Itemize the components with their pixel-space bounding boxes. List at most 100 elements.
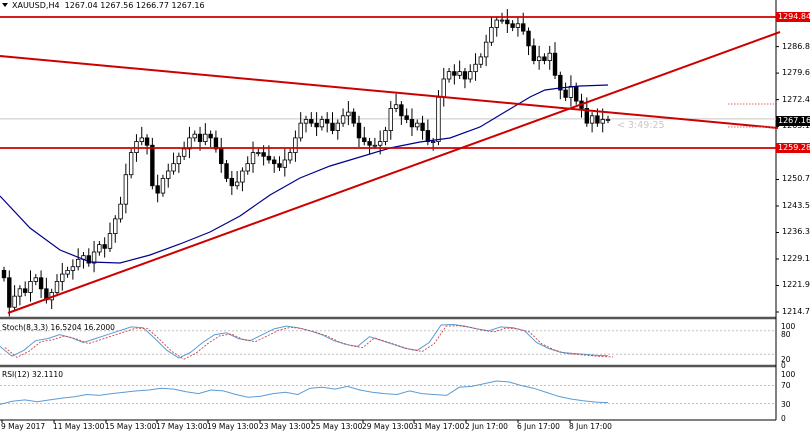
bull-candle	[499, 19, 505, 22]
bull-candle	[468, 71, 473, 80]
bear-candle	[155, 185, 160, 194]
bull-candle	[536, 56, 542, 61]
rsi-level-30: 30	[781, 400, 791, 409]
bear-candle	[420, 122, 425, 131]
bear-candle	[452, 71, 457, 76]
price-tick-label: 1236.30	[782, 227, 810, 237]
bear-candle	[7, 277, 12, 308]
time-tick-label: 8 Jun 17:00	[569, 422, 612, 431]
bear-candle	[552, 52, 558, 76]
bull-candle	[383, 130, 388, 142]
bull-candle	[372, 144, 378, 147]
bear-candle	[558, 74, 563, 91]
time-tick-label: 31 May 17:00	[413, 422, 465, 431]
bull-candle	[33, 277, 38, 282]
bull-candle	[134, 141, 139, 154]
rsi-line	[0, 380, 609, 405]
bull-candle	[335, 122, 340, 131]
bull-candle	[287, 152, 293, 161]
price-tick-label: 1272.40	[782, 94, 810, 104]
bear-candle	[1, 270, 7, 279]
bull-candle	[28, 281, 33, 293]
time-tick-label: 11 May 13:00	[53, 422, 105, 431]
bear-candle	[144, 137, 150, 146]
time-tick-label: 29 May 13:00	[362, 422, 414, 431]
bear-candle	[277, 163, 282, 168]
bull-candle	[139, 137, 144, 142]
dropdown-triangle-icon[interactable]	[2, 3, 8, 7]
bull-candle	[388, 108, 393, 131]
bear-candle	[229, 177, 235, 187]
bear-candle	[324, 119, 330, 124]
bull-candle	[54, 281, 60, 293]
bull-candle	[340, 115, 346, 124]
main-panel	[0, 0, 776, 317]
bear-candle	[86, 255, 91, 264]
bear-candle	[22, 288, 28, 293]
bull-candle	[250, 152, 256, 165]
trendline	[7, 31, 781, 314]
bull-candle	[346, 111, 351, 117]
bear-candle	[38, 277, 44, 290]
bear-candle	[404, 115, 409, 120]
bear-candle	[272, 159, 277, 165]
time-tick-label: 6 Jun 17:00	[517, 422, 560, 431]
bull-candle	[107, 233, 113, 249]
bull-candle	[12, 295, 17, 308]
moving-average-line	[0, 84, 609, 264]
bull-candle	[118, 203, 123, 220]
bull-candle	[568, 85, 574, 98]
ohlc-values: 1267.04 1267.56 1266.77 1267.16	[64, 1, 205, 10]
price-tick-label: 1221.90	[782, 280, 810, 290]
bear-candle	[213, 137, 219, 150]
bull-candle	[60, 273, 65, 282]
bear-candle	[409, 119, 415, 128]
trendline	[0, 55, 779, 129]
bear-candle	[197, 133, 203, 142]
bull-candle	[166, 170, 171, 179]
bull-candle	[436, 96, 441, 142]
bull-candle	[17, 288, 23, 297]
bear-candle	[526, 30, 531, 47]
bull-candle	[298, 122, 303, 139]
bull-candle	[70, 266, 76, 271]
bear-candle	[425, 130, 431, 142]
bear-candle	[584, 108, 590, 124]
bull-candle	[457, 71, 462, 76]
bear-candle	[261, 152, 266, 157]
bull-candle	[515, 23, 521, 28]
bull-candle	[128, 152, 134, 176]
bear-candle	[208, 133, 213, 139]
time-tick-label: 19 May 13:00	[207, 422, 259, 431]
bull-candle	[203, 133, 208, 142]
bull-candle	[240, 170, 245, 183]
bear-candle	[462, 71, 468, 80]
bear-candle	[563, 89, 568, 98]
bear-candle	[595, 115, 600, 124]
bull-candle	[282, 159, 288, 168]
rsi-level-0: 0	[781, 414, 786, 423]
bear-candle	[266, 155, 272, 161]
bear-candle	[521, 23, 526, 32]
bull-candle	[473, 63, 478, 73]
bull-candle	[245, 163, 250, 172]
bull-candle	[234, 181, 240, 187]
time-tick-label: 9 May 2017	[1, 422, 46, 431]
bear-candle	[224, 163, 229, 179]
bull-candle	[303, 119, 309, 124]
bear-candle	[574, 85, 579, 102]
time-tick-label: 2 Jun 17:00	[465, 422, 508, 431]
bear-candle	[510, 23, 515, 28]
bull-candle	[181, 148, 187, 157]
support-price-label: 1259.28	[776, 143, 810, 153]
bear-candle	[505, 19, 510, 25]
bear-candle	[314, 122, 319, 128]
bull-candle	[441, 78, 446, 98]
bear-candle	[356, 122, 362, 139]
bear-candle	[531, 45, 537, 61]
bull-candle	[600, 119, 605, 124]
resistance-price-label: 1294.84	[776, 12, 810, 22]
bull-candle	[547, 52, 552, 61]
